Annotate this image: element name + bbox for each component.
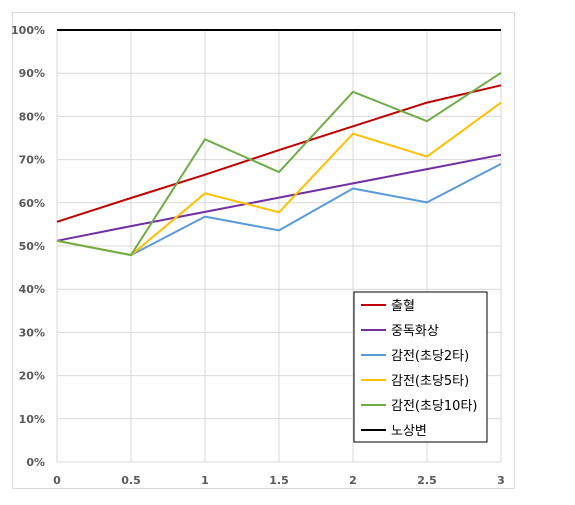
x-tick-label: 0 (53, 474, 61, 487)
y-tick-label: 0% (26, 456, 45, 469)
series-line-1 (56, 84, 502, 223)
legend-label: 출혈 (391, 299, 415, 314)
y-tick-label: 100% (11, 24, 45, 37)
y-tick-label: 40% (19, 283, 45, 296)
y-tick-label: 10% (19, 413, 45, 426)
legend-label: 감전(초당5타) (391, 374, 469, 389)
x-tick-label: 2.5 (417, 474, 437, 487)
y-tick-label: 60% (19, 197, 45, 210)
legend-label: 노상변 (391, 424, 427, 439)
y-tick-label: 20% (19, 370, 45, 383)
legend-label: 감전(초당2타) (391, 349, 469, 364)
y-tick-label: 80% (19, 110, 45, 123)
x-tick-label: 2 (349, 474, 357, 487)
x-tick-label: 3 (497, 474, 505, 487)
legend-label: 중독화상 (391, 324, 439, 339)
legend-label: 감전(초당10타) (391, 399, 478, 414)
y-tick-label: 70% (19, 154, 45, 167)
axis-ticks: 0% 10% 20% 30% 40% 50% 60% 70% 80% 90% 100% 0 0.5 1 1.… (11, 24, 505, 487)
y-tick-label: 30% (19, 326, 45, 339)
series-line-2 (56, 153, 502, 242)
legend-box (353, 291, 488, 443)
x-tick-label: 0.5 (121, 474, 141, 487)
y-tick-label: 50% (19, 240, 45, 253)
x-tick-label: 1.5 (269, 474, 289, 487)
chart-frame (12, 12, 515, 489)
series-line-5 (56, 71, 502, 257)
x-tick-label: 1 (201, 474, 209, 487)
y-tick-label: 90% (19, 67, 45, 80)
series-lines (56, 29, 502, 257)
